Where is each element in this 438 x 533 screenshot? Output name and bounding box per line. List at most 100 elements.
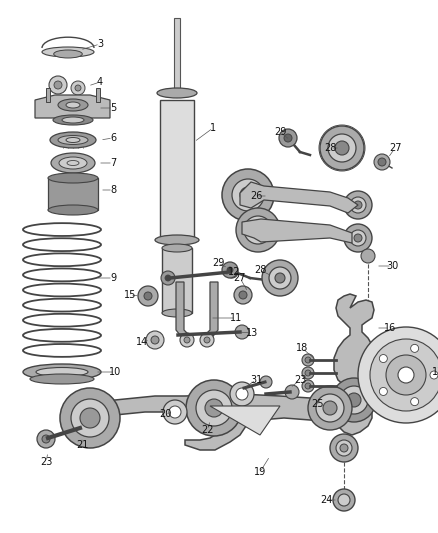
Circle shape xyxy=(236,208,280,252)
Circle shape xyxy=(222,262,238,278)
Circle shape xyxy=(226,266,238,278)
Text: 9: 9 xyxy=(110,273,116,283)
Circle shape xyxy=(398,367,414,383)
Circle shape xyxy=(49,76,67,94)
Polygon shape xyxy=(176,282,190,344)
Circle shape xyxy=(305,357,311,363)
Text: 10: 10 xyxy=(109,367,121,377)
Text: 29: 29 xyxy=(212,258,224,268)
Text: 12: 12 xyxy=(228,267,240,277)
Text: 22: 22 xyxy=(202,425,214,435)
Polygon shape xyxy=(72,394,344,450)
Circle shape xyxy=(161,271,175,285)
Text: 7: 7 xyxy=(110,158,116,168)
Text: 23: 23 xyxy=(40,457,52,467)
Circle shape xyxy=(370,339,438,411)
Ellipse shape xyxy=(51,153,95,173)
Circle shape xyxy=(320,126,364,170)
Bar xyxy=(160,100,194,240)
Circle shape xyxy=(333,489,355,511)
Circle shape xyxy=(244,216,272,244)
Circle shape xyxy=(285,385,299,399)
Polygon shape xyxy=(35,95,110,118)
Circle shape xyxy=(75,85,81,91)
Ellipse shape xyxy=(48,205,98,215)
Text: 18: 18 xyxy=(296,343,308,353)
Ellipse shape xyxy=(66,138,80,142)
Text: 20: 20 xyxy=(159,409,171,419)
Circle shape xyxy=(279,129,297,147)
Text: 21: 21 xyxy=(76,440,88,450)
Bar xyxy=(162,248,192,313)
Circle shape xyxy=(347,393,361,407)
Text: 24: 24 xyxy=(320,495,332,505)
Circle shape xyxy=(323,401,337,415)
Polygon shape xyxy=(210,406,280,435)
Circle shape xyxy=(60,388,120,448)
Circle shape xyxy=(165,275,171,281)
Circle shape xyxy=(42,435,50,443)
Ellipse shape xyxy=(155,235,199,245)
Circle shape xyxy=(430,371,438,379)
Circle shape xyxy=(284,134,292,142)
Circle shape xyxy=(230,382,254,406)
Ellipse shape xyxy=(66,102,80,108)
Circle shape xyxy=(236,388,248,400)
Circle shape xyxy=(251,223,265,237)
Text: 26: 26 xyxy=(250,191,262,201)
Circle shape xyxy=(275,273,285,283)
Polygon shape xyxy=(240,182,358,213)
Circle shape xyxy=(239,291,247,299)
Text: 27: 27 xyxy=(389,143,401,153)
Circle shape xyxy=(146,331,164,349)
Circle shape xyxy=(338,494,350,506)
Circle shape xyxy=(269,267,291,289)
Circle shape xyxy=(235,325,249,339)
Circle shape xyxy=(344,191,372,219)
Ellipse shape xyxy=(157,88,197,98)
Text: 3: 3 xyxy=(97,39,103,49)
Circle shape xyxy=(184,337,190,343)
Ellipse shape xyxy=(162,309,192,317)
Ellipse shape xyxy=(58,99,88,111)
Bar xyxy=(96,88,100,102)
Circle shape xyxy=(151,336,159,344)
Bar xyxy=(46,88,50,102)
Text: 29: 29 xyxy=(274,127,286,137)
Circle shape xyxy=(386,355,426,395)
Circle shape xyxy=(196,390,232,426)
Circle shape xyxy=(260,376,272,388)
Text: 13: 13 xyxy=(246,328,258,338)
Circle shape xyxy=(232,179,264,211)
Text: 5: 5 xyxy=(110,103,116,113)
Circle shape xyxy=(305,383,311,389)
Bar xyxy=(48,178,98,210)
Ellipse shape xyxy=(62,117,84,123)
Polygon shape xyxy=(242,219,352,243)
Circle shape xyxy=(378,158,386,166)
Circle shape xyxy=(227,267,233,273)
Ellipse shape xyxy=(54,50,82,58)
Circle shape xyxy=(186,380,242,436)
Text: 19: 19 xyxy=(254,467,266,477)
Circle shape xyxy=(354,201,362,209)
Circle shape xyxy=(302,354,314,366)
Text: 31: 31 xyxy=(250,375,262,385)
Circle shape xyxy=(411,398,419,406)
Circle shape xyxy=(336,440,352,456)
Text: 1: 1 xyxy=(210,123,216,133)
Ellipse shape xyxy=(42,47,94,57)
Circle shape xyxy=(37,430,55,448)
Circle shape xyxy=(302,380,314,392)
Text: 14: 14 xyxy=(136,337,148,347)
Circle shape xyxy=(411,344,419,352)
Bar xyxy=(174,18,180,93)
Circle shape xyxy=(169,406,181,418)
Circle shape xyxy=(180,333,194,347)
Circle shape xyxy=(354,234,362,242)
Ellipse shape xyxy=(50,132,96,148)
Circle shape xyxy=(358,327,438,423)
Text: 27: 27 xyxy=(234,273,246,283)
Ellipse shape xyxy=(59,157,87,169)
Circle shape xyxy=(205,399,223,417)
